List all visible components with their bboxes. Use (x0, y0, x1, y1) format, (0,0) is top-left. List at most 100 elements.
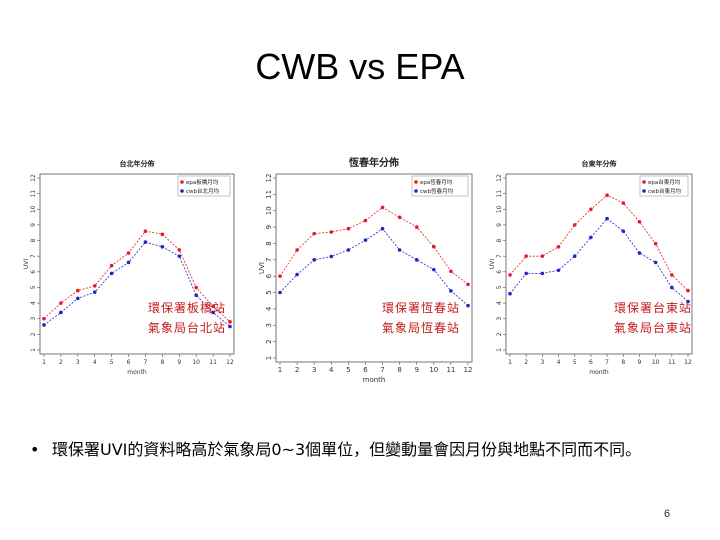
data-point-epa (211, 304, 215, 309)
legend-marker (414, 180, 418, 184)
y-tick-label: 2 (265, 339, 273, 343)
x-tick-label: 11 (446, 366, 455, 374)
x-tick-label: 9 (177, 359, 181, 366)
y-tick-label: 11 (496, 190, 503, 198)
legend-marker (180, 189, 184, 193)
station-label: 氣象局台東站 (614, 320, 692, 335)
x-tick-label: 3 (76, 359, 80, 366)
data-point-cwb (76, 296, 80, 301)
data-point-epa (177, 248, 182, 252)
data-point-epa (363, 218, 368, 223)
legend-entry: epa恆春月均 (420, 178, 453, 186)
data-point-cwb (540, 271, 545, 276)
data-point-cwb (380, 226, 385, 231)
data-point-cwb (686, 299, 690, 304)
x-tick-label: 9 (414, 366, 418, 374)
y-tick-label: 9 (496, 223, 503, 227)
y-tick-label: 6 (30, 270, 37, 274)
y-tick-label: 1 (265, 356, 273, 360)
x-tick-label: 10 (429, 366, 438, 374)
legend-marker (180, 180, 184, 184)
series-line-epa (509, 194, 689, 291)
x-tick-label: 6 (363, 366, 368, 374)
data-point-cwb (508, 291, 512, 296)
data-point-epa (637, 219, 642, 224)
data-point-epa (76, 288, 80, 293)
data-point-cwb (329, 254, 334, 259)
data-point-cwb (59, 310, 63, 315)
plot-frame (275, 173, 473, 363)
legend-box (639, 175, 689, 197)
y-tick-label: 3 (30, 317, 37, 321)
x-tick-label: 4 (329, 366, 334, 374)
data-point-cwb (126, 260, 131, 265)
slide-title: CWB vs EPA (255, 46, 465, 87)
data-point-epa (449, 269, 453, 274)
chart-taipei: 台北年分佈 1 2 3 4 5 6 7 8 9 10 11 12 UVI 1 2 3 4 5 6 7 8 9 10 11 12 mo… (22, 152, 244, 378)
x-tick-label: 8 (621, 359, 625, 366)
data-point-cwb (556, 268, 561, 273)
x-tick-label: 7 (605, 359, 609, 366)
data-point-epa (329, 230, 334, 234)
data-point-cwb (670, 285, 674, 290)
y-tick-label: 5 (30, 285, 37, 289)
x-tick-label: 8 (160, 359, 164, 366)
y-tick-label: 11 (30, 190, 37, 198)
x-tick-label: 3 (540, 359, 544, 366)
x-tick-label: 11 (209, 359, 217, 366)
data-point-cwb (211, 310, 215, 315)
x-tick-label: 4 (93, 359, 97, 366)
chart-hengchun: 恆春年分佈 1 2 3 4 5 6 7 8 9 10 11 12 UVI 1 2 3 4 5 6 7 8 9 10 11 12 mo… (256, 142, 482, 388)
data-point-epa (194, 285, 198, 290)
legend-marker (642, 189, 646, 193)
data-point-epa (278, 274, 282, 278)
data-point-epa (143, 229, 148, 233)
chart-title: 恆春年分佈 (348, 156, 399, 169)
y-tick-label: 6 (496, 270, 503, 274)
data-point-epa (621, 201, 626, 205)
x-axis-label: month (127, 369, 147, 376)
legend-box (411, 175, 469, 197)
y-tick-label: 2 (30, 332, 37, 336)
x-tick-label: 10 (192, 359, 200, 366)
x-tick-label: 1 (278, 366, 282, 374)
data-point-cwb (414, 258, 419, 262)
data-point-cwb (109, 271, 114, 276)
x-tick-label: 12 (464, 366, 473, 374)
data-point-epa (524, 254, 528, 258)
x-tick-label: 2 (524, 359, 528, 366)
data-point-epa (653, 241, 658, 246)
station-label: 環保署恆春站 (382, 301, 460, 315)
y-tick-label: 5 (265, 290, 273, 294)
legend-entry: cwb恆春月均 (420, 187, 454, 195)
y-tick-label: 1 (30, 348, 37, 352)
y-tick-label: 12 (496, 174, 503, 182)
data-point-epa (42, 316, 46, 321)
plot-frame (505, 173, 693, 355)
y-tick-label: 4 (265, 306, 273, 311)
y-axis-label: UVI (489, 259, 496, 269)
x-tick-label: 3 (312, 366, 316, 374)
data-point-epa (346, 226, 351, 231)
data-point-epa (686, 288, 690, 293)
data-point-cwb (295, 272, 299, 277)
data-point-epa (295, 248, 299, 252)
legend-marker (642, 180, 646, 184)
legend-entry: cwb台東月均 (648, 187, 682, 195)
chart-taitung: 台東年分佈 1 2 3 4 5 6 7 8 9 10 11 12 UVI 1 2 3 4 5 6 7 8 9 10 11 12 mo… (486, 152, 702, 378)
data-point-epa (397, 215, 402, 220)
y-tick-label: 7 (265, 258, 273, 262)
data-point-cwb (143, 240, 148, 244)
x-tick-label: 10 (652, 359, 660, 366)
data-point-cwb (432, 267, 436, 272)
data-point-epa (380, 205, 385, 210)
plot-frame (39, 173, 235, 355)
data-point-cwb (397, 248, 402, 252)
y-tick-label: 7 (30, 254, 37, 258)
data-point-cwb (42, 323, 46, 327)
data-point-cwb (637, 251, 642, 255)
data-point-epa (605, 193, 609, 197)
